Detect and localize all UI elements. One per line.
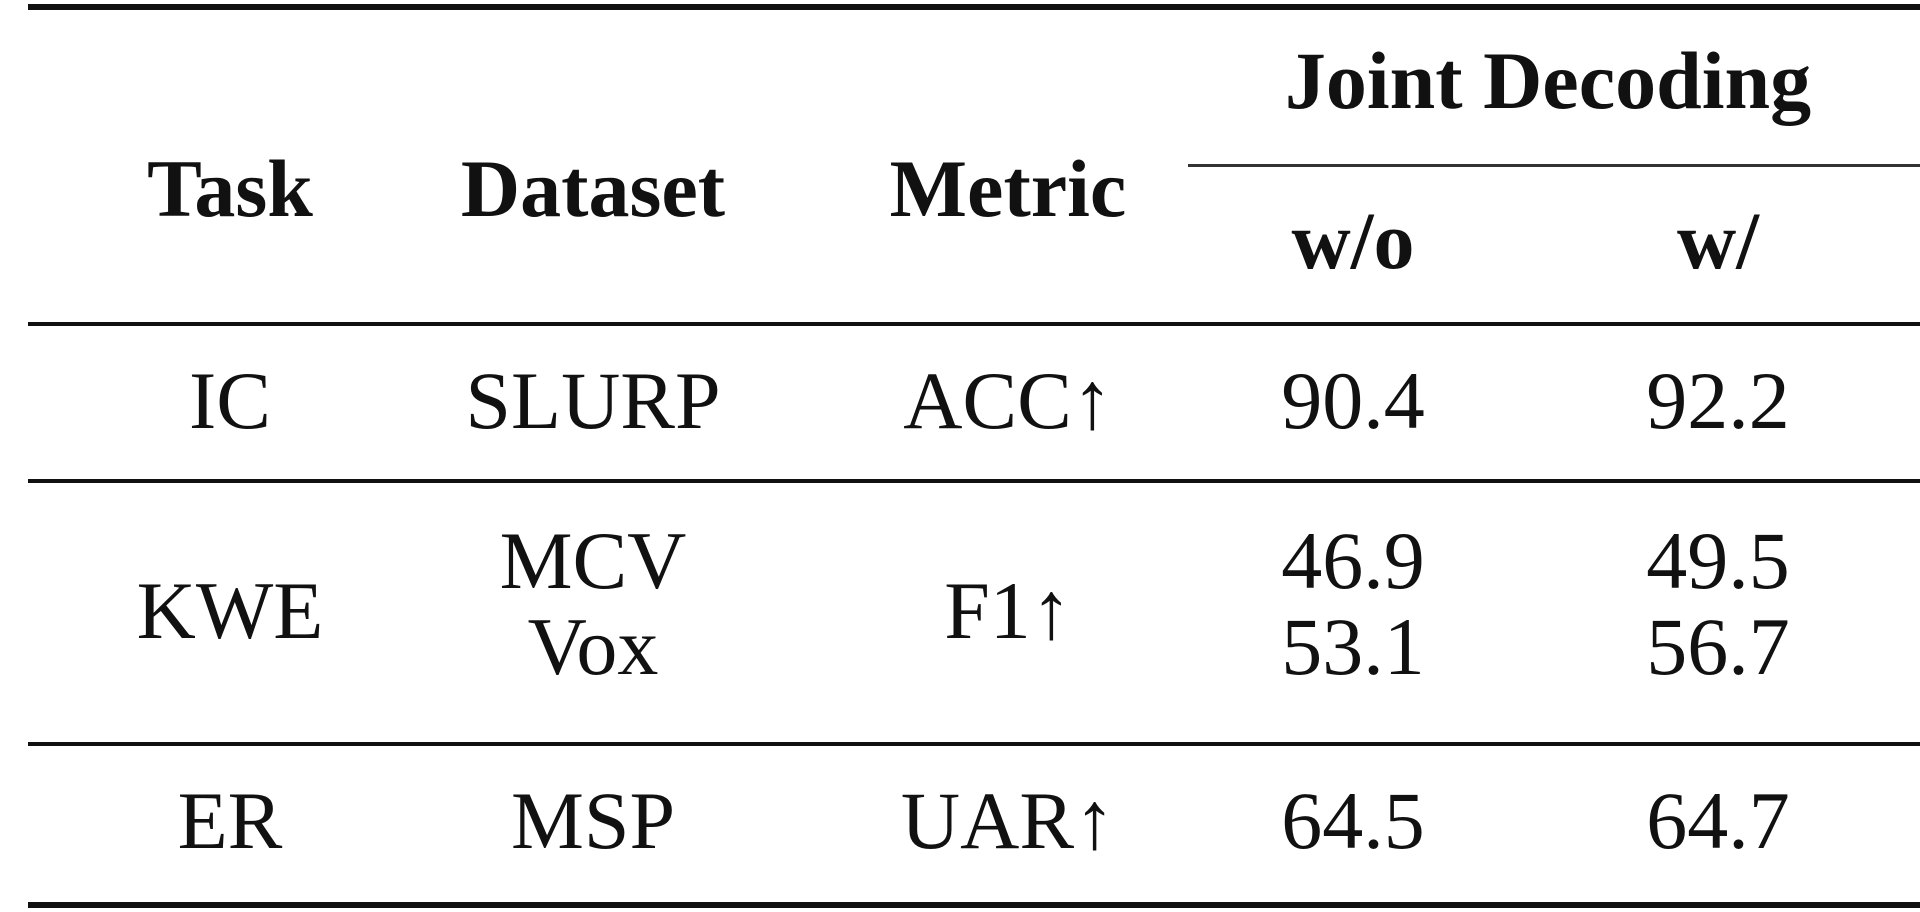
row-ic-without: 90.4 — [1281, 355, 1425, 446]
row-rule-2 — [28, 742, 1920, 746]
row-kwe-with-mcv: 49.5 — [1646, 515, 1790, 606]
row-ic-dataset: SLURP — [465, 355, 721, 446]
header-joint-decoding: Joint Decoding — [1284, 35, 1812, 126]
header-dataset: Dataset — [460, 143, 726, 234]
bottom-rule — [28, 902, 1920, 908]
top-rule — [28, 4, 1920, 10]
header-rule — [28, 322, 1920, 326]
row-kwe-metric: F1↑ — [944, 565, 1072, 656]
row-kwe-dataset-vox: Vox — [527, 601, 659, 693]
row-er-task: ER — [177, 775, 283, 866]
row-kwe-without: 46.9 53.1 — [1203, 515, 1503, 693]
row-er-with: 64.7 — [1646, 775, 1790, 866]
row-er-without: 64.5 — [1281, 775, 1425, 866]
row-kwe-with: 49.5 56.7 — [1568, 515, 1868, 693]
row-rule-1 — [28, 479, 1920, 483]
row-ic-with: 92.2 — [1646, 355, 1790, 446]
header-with: w/ — [1677, 195, 1759, 286]
row-er-dataset: MSP — [510, 775, 676, 866]
results-table: Task Dataset Metric Joint Decoding w/o w… — [28, 0, 1920, 912]
row-er-metric: UAR↑ — [900, 775, 1116, 866]
row-kwe-without-vox: 53.1 — [1281, 601, 1425, 693]
joint-decoding-rule — [1188, 164, 1920, 167]
row-kwe-task: KWE — [136, 565, 324, 656]
row-ic-metric: ACC↑ — [903, 355, 1113, 446]
header-without: w/o — [1291, 195, 1415, 286]
header-task: Task — [147, 143, 313, 234]
row-ic-task: IC — [189, 355, 271, 446]
row-kwe-datasets: MCV Vox — [413, 515, 773, 693]
row-kwe-without-mcv: 46.9 — [1281, 515, 1425, 606]
row-kwe-with-vox: 56.7 — [1646, 601, 1790, 693]
header-metric: Metric — [889, 143, 1127, 234]
row-kwe-dataset-mcv: MCV — [499, 515, 687, 606]
